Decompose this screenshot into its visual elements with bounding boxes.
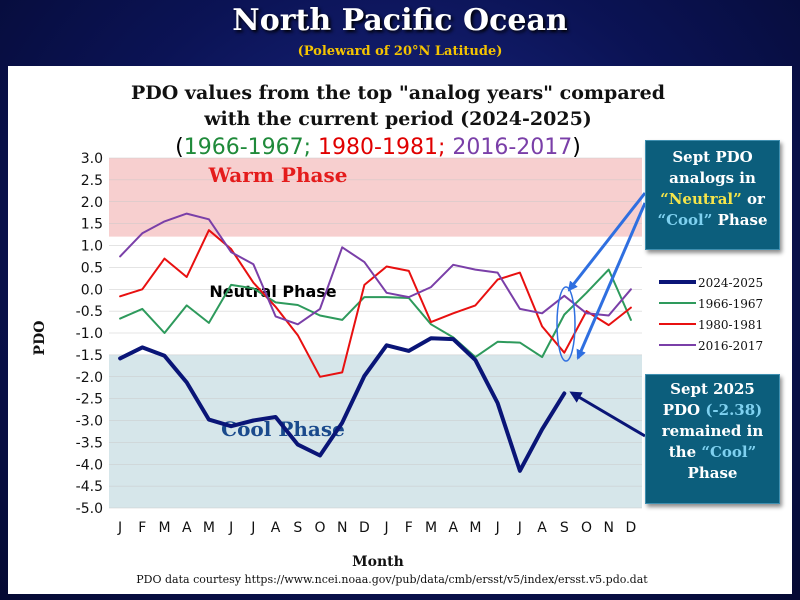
callout-line: “Neutral” or	[646, 189, 779, 210]
band-warm-phase	[109, 158, 642, 237]
x-tick-label: M	[469, 520, 481, 536]
x-tick-label: M	[425, 520, 437, 536]
y-tick-label: 1.5	[81, 217, 103, 233]
analog-years-legend: (1966-1967; 1980-1981; 2016-2017)	[175, 135, 581, 160]
x-tick-label: M	[203, 520, 215, 536]
cool-quote: “Cool”	[701, 443, 757, 461]
y-tick-label: -0.5	[76, 304, 103, 320]
x-tick-label: J	[495, 520, 500, 536]
callout-line: Phase	[687, 464, 738, 482]
y-tick-label: -3.0	[76, 414, 103, 430]
y-tick-label: -4.5	[76, 479, 103, 495]
callout-line: remained in	[661, 422, 764, 440]
sept-2025-callout: Sept 2025 PDO (-2.38) remained in the “C…	[645, 374, 780, 504]
band-label-neutral-phase: Neutral Phase	[209, 282, 336, 301]
band-neutral-phase	[109, 236, 642, 355]
x-tick-label: O	[314, 520, 325, 536]
y-tick-label: 2.0	[81, 195, 103, 211]
callout-pdo: PDO	[662, 401, 706, 419]
analog-legend-part: 2016-2017	[445, 135, 572, 160]
x-tick-label: F	[138, 520, 146, 536]
series-line-2024-2025	[118, 336, 567, 473]
callout-line: Sept PDO	[672, 148, 753, 166]
y-tick-label: -4.0	[76, 457, 103, 473]
x-tick-label: N	[337, 520, 347, 536]
y-tick-label: -2.0	[76, 370, 103, 386]
series-line-2016-2017	[119, 212, 632, 326]
legend-entry: 1966-1967	[698, 297, 763, 311]
data-source-footer: PDO data courtesy https://www.ncei.noaa.…	[136, 573, 648, 586]
x-tick-label: F	[405, 520, 413, 536]
y-tick-label: 2.5	[81, 173, 103, 189]
y-tick-label: -2.5	[76, 392, 103, 408]
callout-phase: Phase	[712, 211, 768, 229]
cool-quote: “Cool”	[657, 211, 713, 229]
x-tick-label: J	[384, 520, 389, 536]
september-analog-highlight	[556, 286, 576, 362]
callout-line: PDO (-2.38)	[646, 400, 779, 421]
analogs-arrow-1	[567, 192, 647, 292]
y-tick-label: 1.0	[81, 239, 103, 255]
y-axis-label: PDO	[32, 321, 48, 356]
x-tick-label: M	[158, 520, 170, 536]
sept-analogs-callout: Sept PDO analogs in “Neutral” or “Cool” …	[645, 140, 780, 250]
slide-subtitle: (Poleward of 20°N Latitude)	[297, 44, 503, 59]
analog-legend-part: )	[572, 135, 581, 160]
neutral-quote: “Neutral”	[660, 190, 742, 208]
callout-or: or	[741, 190, 765, 208]
callout-pdo-value: (-2.38)	[705, 401, 763, 419]
x-tick-label: A	[182, 520, 192, 536]
analog-legend-part: 1980-1981;	[311, 135, 445, 160]
callout-line: analogs in	[669, 169, 756, 187]
callout-line: Sept 2025	[670, 380, 755, 398]
y-tick-label: -5.0	[76, 501, 103, 517]
x-tick-label: O	[581, 520, 592, 536]
analogs-arrow-2	[576, 202, 647, 360]
callout-line: the “Cool”	[646, 442, 779, 463]
legend-entry: 2016-2017	[698, 339, 763, 353]
series-line-1980-1981	[119, 229, 632, 378]
series-line-1966-1967	[119, 268, 632, 359]
chart-title: PDO values from the top "analog years" c…	[131, 82, 665, 104]
x-tick-label: D	[626, 520, 637, 536]
legend-entry: 2024-2025	[698, 276, 763, 290]
x-tick-label: S	[560, 520, 569, 536]
chart-title-line2: with the current period (2024-2025)	[203, 108, 592, 130]
x-tick-label: J	[517, 520, 522, 536]
callout-the: the	[668, 443, 702, 461]
band-label-warm-phase: Warm Phase	[208, 163, 348, 187]
slide-title: North Pacific Ocean	[232, 3, 568, 38]
y-tick-label: -3.5	[76, 435, 103, 451]
x-tick-label: A	[448, 520, 458, 536]
pdo-chart: PDO values from the top "analog years" c…	[32, 82, 763, 586]
x-tick-label: S	[293, 520, 302, 536]
x-tick-label: A	[537, 520, 547, 536]
y-tick-label: 0.5	[81, 260, 103, 276]
y-tick-label: -1.5	[76, 348, 103, 364]
analog-legend-part: (	[175, 135, 184, 160]
x-tick-label: J	[228, 520, 233, 536]
band-cool-phase	[109, 354, 642, 508]
legend-entry: 1980-1981	[698, 318, 763, 332]
x-tick-label: A	[271, 520, 281, 536]
x-tick-label: J	[250, 520, 255, 536]
x-tick-label: J	[117, 520, 122, 536]
y-tick-label: 0.0	[81, 282, 103, 298]
callout-line: “Cool” Phase	[646, 210, 779, 231]
x-tick-label: N	[603, 520, 613, 536]
y-tick-label: 3.0	[81, 151, 103, 167]
sept-2025-arrow	[569, 391, 646, 438]
x-tick-label: D	[359, 520, 370, 536]
analog-legend-part: 1966-1967;	[184, 135, 311, 160]
y-tick-label: -1.0	[76, 326, 103, 342]
x-axis-label: Month	[352, 554, 404, 570]
